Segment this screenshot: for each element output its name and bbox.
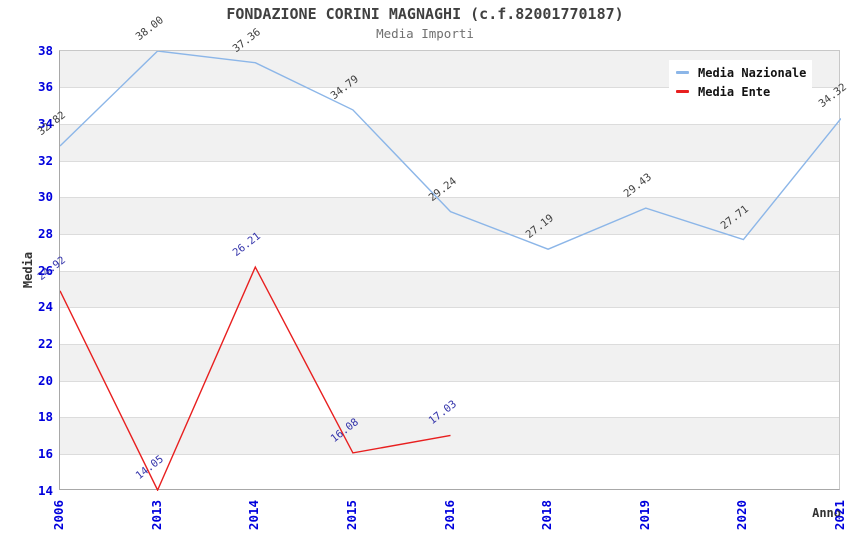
- gridline: [60, 270, 839, 272]
- gridline: [60, 380, 839, 382]
- gridline: [60, 307, 839, 309]
- x-tick-label: 2013: [148, 499, 164, 531]
- y-tick-label: 34: [37, 115, 53, 131]
- y-tick-label: 26: [37, 262, 53, 278]
- chart-subtitle: Media Importi: [376, 26, 474, 41]
- legend-line-icon: [676, 71, 689, 74]
- x-tick-label: 2015: [343, 499, 359, 531]
- x-tick-label: 2014: [246, 499, 262, 531]
- gridline: [60, 197, 839, 199]
- y-tick-label: 30: [37, 189, 53, 205]
- x-tick-label: 2020: [734, 499, 750, 531]
- legend: Media Nazionale Media Ente: [669, 60, 812, 106]
- x-tick-label: 2019: [636, 499, 652, 531]
- gridline: [60, 160, 839, 162]
- series-line-media-ente: [60, 265, 451, 491]
- y-tick-label: 36: [37, 79, 53, 95]
- series-lines: [60, 51, 841, 491]
- legend-label: Media Nazionale: [698, 65, 807, 80]
- y-tick-label: 16: [37, 445, 53, 461]
- y-tick-label: 38: [37, 42, 53, 58]
- chart-title: FONDAZIONE CORINI MAGNAGHI (c.f.82001770…: [226, 5, 624, 23]
- x-tick-label: 2016: [441, 499, 457, 531]
- y-tick-label: 22: [37, 335, 53, 351]
- gridline: [60, 453, 839, 455]
- y-tick-label: 18: [37, 409, 53, 425]
- x-tick-label: 2018: [539, 499, 555, 531]
- y-tick-label: 14: [37, 482, 53, 498]
- legend-item-media-nazionale: Media Nazionale: [676, 63, 812, 82]
- gridline: [60, 233, 839, 235]
- legend-item-media-ente: Media Ente: [676, 82, 812, 101]
- x-tick-label: 2021: [832, 499, 847, 531]
- y-tick-label: 24: [37, 299, 53, 315]
- plot-area: [59, 50, 841, 491]
- series-line-media-nazionale: [60, 51, 841, 250]
- gridline: [60, 343, 839, 345]
- gridline: [60, 87, 839, 89]
- x-tick-label: 2006: [51, 499, 66, 531]
- legend-label: Media Ente: [698, 84, 771, 99]
- y-tick-label: 28: [37, 225, 53, 241]
- y-tick-label: 32: [37, 152, 53, 168]
- gridline: [60, 417, 839, 419]
- gridline: [60, 123, 839, 125]
- x-axis-label: Anno: [812, 506, 841, 520]
- y-tick-label: 20: [37, 372, 53, 388]
- legend-line-icon: [676, 90, 689, 93]
